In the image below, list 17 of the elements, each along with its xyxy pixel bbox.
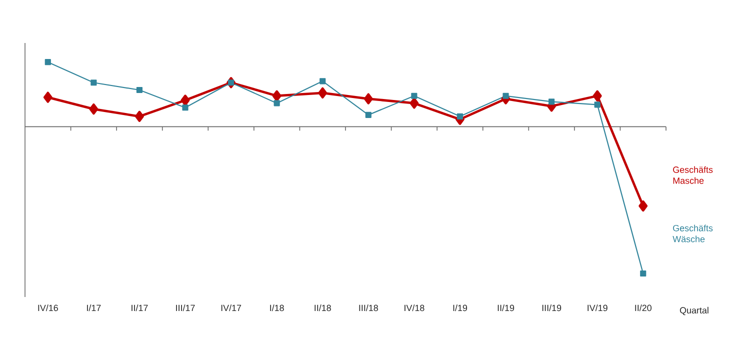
x-tick-label: I/18 xyxy=(270,304,284,312)
text: Geschäfts Wäsche xyxy=(672,224,713,242)
x-tick-label: I/19 xyxy=(453,304,468,312)
x-tick-label: IV/17 xyxy=(221,304,242,312)
x-tick-label: III/19 xyxy=(542,304,562,312)
x-tick-label: IV/18 xyxy=(404,304,424,312)
text: Geschäfts Masche xyxy=(673,166,713,184)
x-tick-label: III/17 xyxy=(176,304,195,312)
x-tick-label: II/19 xyxy=(498,304,514,312)
x-tick-label: II/18 xyxy=(314,304,331,312)
x-tick-label: II/20 xyxy=(635,304,652,312)
x-tick-label: IV/16 xyxy=(38,304,58,312)
x-tick-label: I/17 xyxy=(87,304,101,312)
x-tick-label: II/17 xyxy=(132,304,148,312)
x-tick-label: III/18 xyxy=(359,304,378,312)
x-axis-title: Quartal xyxy=(680,306,708,316)
x-tick-label: IV/19 xyxy=(588,304,608,312)
